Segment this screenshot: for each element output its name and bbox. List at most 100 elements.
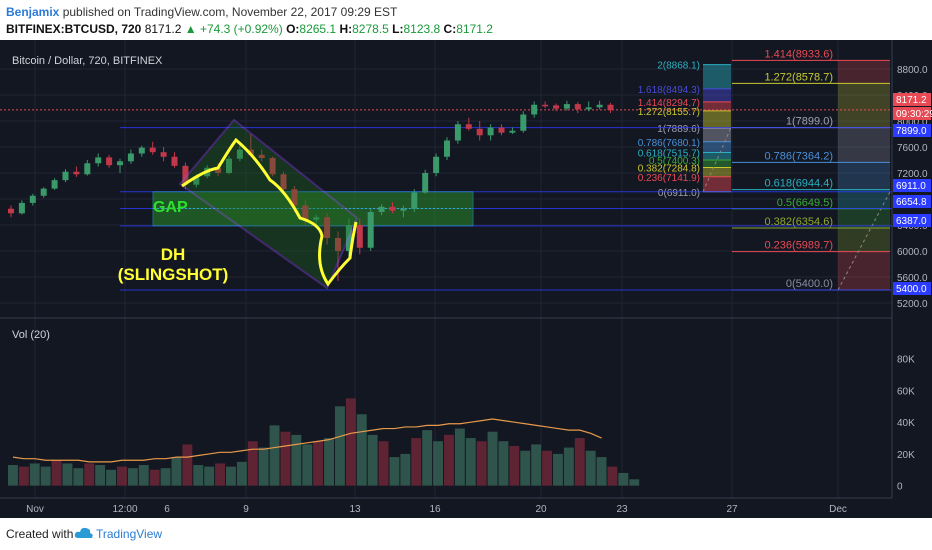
volume-bar <box>574 438 585 486</box>
symbol-label: BITFINEX:BTCUSD, 720 <box>6 22 142 36</box>
fib-right-label: 0.382(6354.6) <box>765 216 834 228</box>
chart-area[interactable]: 2(8868.1)1.618(8494.3)1.414(8294.7)1.272… <box>0 40 932 518</box>
volume-bar <box>226 466 236 486</box>
price-label: 8171.2 <box>896 95 927 106</box>
price-tick: 7200.0 <box>897 169 928 180</box>
price-tick: 6000.0 <box>897 247 928 258</box>
fib-mid-label: 0(6911.0) <box>658 188 700 199</box>
volume-bar <box>18 466 29 486</box>
candle-body <box>509 130 516 133</box>
tradingview-link[interactable]: TradingView <box>96 527 163 541</box>
volume-bar <box>62 463 73 486</box>
fib-right-label: 1.272(8578.7) <box>765 71 834 83</box>
volume-tick: 20K <box>897 450 915 461</box>
fib-mid-label: 0.236(7141.9) <box>638 173 700 184</box>
fib-right-label: 1(7899.0) <box>786 116 833 128</box>
volume-bar <box>117 466 127 486</box>
tradingview-cloud-icon <box>74 527 93 538</box>
candle-body <box>324 217 331 238</box>
candle-body <box>29 195 36 203</box>
fib-mid-label: 0.786(7680.1) <box>638 138 700 149</box>
volume-bar <box>302 444 313 486</box>
candle-body <box>73 171 80 175</box>
created-with: Created with <box>6 527 74 541</box>
candle-body <box>302 205 309 220</box>
high-value: 8278.5 <box>352 22 389 36</box>
fib-right-band <box>838 208 890 228</box>
price-label-box <box>893 282 931 295</box>
price-label-box <box>893 214 931 227</box>
candle-body <box>160 152 167 157</box>
volume-bar <box>520 450 531 486</box>
fib-right-band <box>838 251 890 290</box>
volume-bar <box>454 428 465 486</box>
axes: 8800.08400.08000.07600.07200.06800.06400… <box>0 40 932 518</box>
price-label: 7899.0 <box>896 126 927 137</box>
fib-right-band <box>838 127 890 163</box>
volume-bar <box>40 466 51 486</box>
volume-bar <box>291 434 302 486</box>
fib-right-label: 0.786(7364.2) <box>765 150 834 162</box>
candle-body <box>389 206 396 211</box>
symbol-line: BITFINEX:BTCUSD, 720 8171.2 ▲ +74.3 (+0.… <box>6 22 493 36</box>
candle-body <box>542 104 549 107</box>
candle-body <box>258 154 265 159</box>
time-tick: 9 <box>243 504 249 515</box>
candle-body <box>280 174 287 190</box>
volume-bar <box>433 441 443 486</box>
candle-body <box>171 156 178 166</box>
fib-mid-band <box>703 128 731 142</box>
volume-bar <box>280 431 291 486</box>
candle-body <box>51 180 58 189</box>
candle-body <box>8 208 14 214</box>
candle-body <box>422 173 429 193</box>
volume-tick: 40K <box>897 418 915 429</box>
candle-body <box>400 208 407 211</box>
open-value: 8265.1 <box>299 22 337 36</box>
dh-label: DH <box>161 245 186 264</box>
fib-mid-label: 0.382(7284.8) <box>638 163 700 174</box>
candle-body <box>182 165 189 185</box>
volume-bar <box>106 469 116 486</box>
volume-ma-line <box>12 418 602 463</box>
price-tick: 8000.0 <box>897 117 928 128</box>
footer: Created with TradingView <box>0 518 932 550</box>
volume-bar <box>236 461 247 486</box>
volume-bar <box>313 441 324 486</box>
volume-bar <box>542 450 552 486</box>
author-link[interactable]: Benjamix <box>6 5 60 19</box>
time-axis-bg <box>0 498 932 518</box>
candle-body <box>84 163 91 175</box>
fib-mid-band <box>703 101 731 111</box>
fib-mid-label: 1.414(8294.7) <box>638 98 700 109</box>
time-tick: 12:00 <box>112 504 137 515</box>
fib-right-label: 0.618(6944.4) <box>765 178 834 190</box>
volume-bar <box>378 441 389 486</box>
volume-bar <box>193 465 204 486</box>
volume-bars <box>8 398 640 486</box>
volume-bar <box>487 431 498 486</box>
volume-bar <box>400 453 411 486</box>
volume-bar <box>269 425 280 486</box>
candle-body <box>563 104 570 109</box>
candle-body <box>193 176 200 185</box>
volume-bar <box>596 457 607 486</box>
volume-bar <box>629 479 640 486</box>
low-value: 8123.8 <box>403 22 441 36</box>
price-label-box <box>893 179 931 192</box>
fib-mid-label: 2(8868.1) <box>657 61 700 72</box>
candle-body <box>498 127 505 133</box>
candle-body <box>367 212 374 248</box>
volume-title: Vol (20) <box>12 329 50 341</box>
price-label: 09:30:29 <box>896 109 932 120</box>
time-tick: Nov <box>26 504 44 515</box>
volume-tick: 80K <box>897 355 915 366</box>
high-label: H: <box>339 22 353 36</box>
slingshot-label: (SLINGSHOT) <box>118 265 229 284</box>
price-label: 6911.0 <box>896 181 926 192</box>
fib-mid-band <box>703 64 731 89</box>
volume-bar <box>465 438 476 486</box>
volume-bar <box>160 468 171 486</box>
fib-right-label: 0.5(6649.5) <box>777 197 833 209</box>
last-price: 8171.2 <box>144 22 182 36</box>
